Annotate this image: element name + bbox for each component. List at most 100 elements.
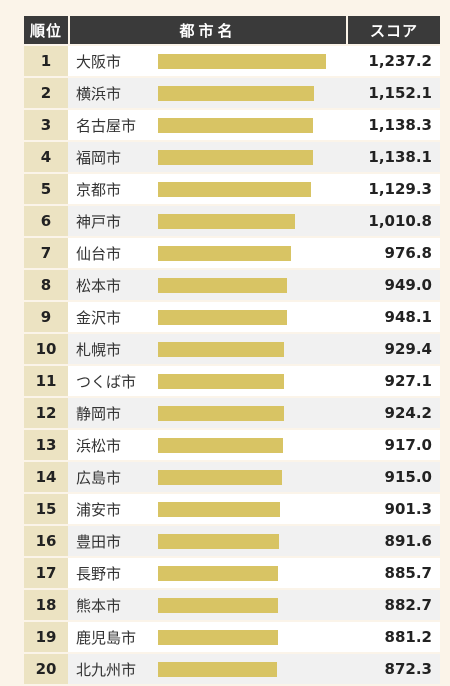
city-header: 都市名 xyxy=(70,16,346,44)
score-value: 924.2 xyxy=(384,404,432,422)
rank-cell: 12 xyxy=(24,398,68,428)
city-name: 神戸市 xyxy=(76,212,122,231)
bar-cell xyxy=(158,398,354,428)
score-bar xyxy=(158,374,284,389)
bar-cell xyxy=(158,430,354,460)
city-name: 静岡市 xyxy=(76,404,122,423)
city-name: 札幌市 xyxy=(76,340,122,359)
city-name: 名古屋市 xyxy=(76,116,137,135)
table-row: 2 横浜市 1,152.1 xyxy=(24,78,440,108)
city-name: 仙台市 xyxy=(76,244,122,263)
score-value: 1,129.3 xyxy=(368,180,432,198)
city-name: 北九州市 xyxy=(76,660,137,679)
table-row: 18 熊本市 882.7 xyxy=(24,590,440,620)
score-value: 885.7 xyxy=(384,564,432,582)
rank-cell: 8 xyxy=(24,270,68,300)
bar-cell xyxy=(158,462,354,492)
score-value: 1,138.1 xyxy=(368,148,432,166)
city-ranking-table: 順位 都市名 スコア 1 大阪市 1,237.2 2 横浜市 1,152.1 3 名古屋市 1,… xyxy=(24,16,440,686)
table-row: 20 北九州市 872.3 xyxy=(24,654,440,684)
rank-cell: 3 xyxy=(24,110,68,140)
score-value: 1,138.3 xyxy=(368,116,432,134)
table-row: 14 広島市 915.0 xyxy=(24,462,440,492)
city-name: 金沢市 xyxy=(76,308,122,327)
city-name: つくば市 xyxy=(76,372,137,391)
table-row: 13 浜松市 917.0 xyxy=(24,430,440,460)
table-row: 11 つくば市 927.1 xyxy=(24,366,440,396)
score-bar xyxy=(158,310,287,325)
score-bar xyxy=(158,566,279,581)
score-bar xyxy=(158,630,278,645)
table-row: 7 仙台市 976.8 xyxy=(24,238,440,268)
table-row: 15 浦安市 901.3 xyxy=(24,494,440,524)
city-name: 浦安市 xyxy=(76,500,122,519)
score-bar xyxy=(158,246,291,261)
bar-cell xyxy=(158,526,354,556)
table-header: 順位 都市名 スコア xyxy=(24,16,440,44)
city-name: 鹿児島市 xyxy=(76,628,137,647)
bar-cell xyxy=(158,46,354,76)
table-row: 19 鹿児島市 881.2 xyxy=(24,622,440,652)
score-value: 872.3 xyxy=(384,660,432,678)
bar-cell xyxy=(158,206,354,236)
score-value: 929.4 xyxy=(384,340,432,358)
bar-cell xyxy=(158,590,354,620)
score-bar xyxy=(158,182,312,197)
score-value: 1,152.1 xyxy=(368,84,432,102)
rank-cell: 17 xyxy=(24,558,68,588)
city-name: 大阪市 xyxy=(76,52,122,71)
city-name: 福岡市 xyxy=(76,148,122,167)
bar-cell xyxy=(158,334,354,364)
rank-cell: 10 xyxy=(24,334,68,364)
score-bar xyxy=(158,502,281,517)
bar-cell xyxy=(158,110,354,140)
city-name: 松本市 xyxy=(76,276,122,295)
rank-cell: 6 xyxy=(24,206,68,236)
score-value: 891.6 xyxy=(384,532,432,550)
table-row: 8 松本市 949.0 xyxy=(24,270,440,300)
table-row: 10 札幌市 929.4 xyxy=(24,334,440,364)
city-name: 長野市 xyxy=(76,564,122,583)
table-row: 4 福岡市 1,138.1 xyxy=(24,142,440,172)
rank-header: 順位 xyxy=(24,16,68,44)
score-value: 927.1 xyxy=(384,372,432,390)
score-bar xyxy=(158,214,296,229)
bar-cell xyxy=(158,558,354,588)
ranking-rows: 1 大阪市 1,237.2 2 横浜市 1,152.1 3 名古屋市 1,138.3 4 福岡市 1,… xyxy=(24,46,440,684)
bar-cell xyxy=(158,366,354,396)
bar-cell xyxy=(158,494,354,524)
city-name: 豊田市 xyxy=(76,532,122,551)
score-bar xyxy=(158,54,326,69)
table-row: 9 金沢市 948.1 xyxy=(24,302,440,332)
score-value: 901.3 xyxy=(384,500,432,518)
score-bar xyxy=(158,86,315,101)
score-bar xyxy=(158,342,285,357)
score-header: スコア xyxy=(348,16,440,44)
rank-cell: 9 xyxy=(24,302,68,332)
table-row: 3 名古屋市 1,138.3 xyxy=(24,110,440,140)
bar-cell xyxy=(158,238,354,268)
rank-cell: 7 xyxy=(24,238,68,268)
score-value: 915.0 xyxy=(384,468,432,486)
score-bar xyxy=(158,278,287,293)
rank-cell: 20 xyxy=(24,654,68,684)
table-row: 17 長野市 885.7 xyxy=(24,558,440,588)
rank-cell: 2 xyxy=(24,78,68,108)
bar-cell xyxy=(158,654,354,684)
score-value: 881.2 xyxy=(384,628,432,646)
score-bar xyxy=(158,598,278,613)
bar-cell xyxy=(158,142,354,172)
score-value: 1,237.2 xyxy=(368,52,432,70)
table-row: 5 京都市 1,129.3 xyxy=(24,174,440,204)
bar-cell xyxy=(158,302,354,332)
rank-cell: 14 xyxy=(24,462,68,492)
bar-cell xyxy=(158,78,354,108)
score-bar xyxy=(158,534,280,549)
score-bar xyxy=(158,406,284,421)
rank-cell: 15 xyxy=(24,494,68,524)
score-bar xyxy=(158,438,283,453)
rank-cell: 1 xyxy=(24,46,68,76)
score-value: 1,010.8 xyxy=(368,212,432,230)
score-value: 976.8 xyxy=(384,244,432,262)
